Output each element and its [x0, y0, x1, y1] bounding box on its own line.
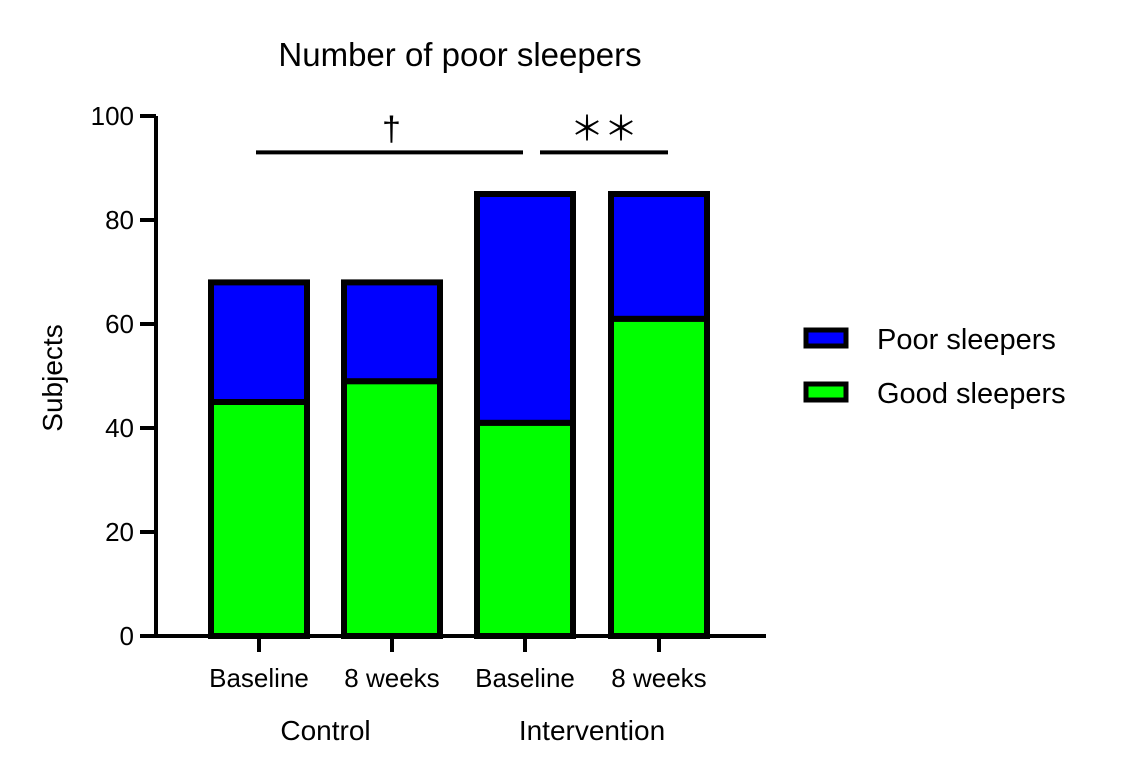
legend-label-1: Good sleepers	[877, 378, 1066, 410]
x-tick-label-1: 8 weeks	[344, 663, 439, 693]
legend: Poor sleepers Good sleepers	[803, 324, 1066, 410]
y-tick-label-5: 100	[91, 101, 134, 131]
bar-good-3	[608, 315, 710, 639]
y-tick-label-4: 80	[105, 205, 134, 235]
legend-swatch-1	[803, 381, 849, 403]
bar-good-1	[341, 378, 443, 640]
legend-label-0: Poor sleepers	[877, 324, 1056, 356]
legend-swatch-0	[803, 327, 849, 349]
y-axis-label: Subjects	[37, 324, 68, 431]
group-label-0: Control	[280, 715, 370, 746]
bars	[208, 191, 710, 640]
significance-label-0: †	[382, 110, 401, 148]
bar-good-2	[474, 419, 576, 639]
bar-good-0	[208, 399, 310, 639]
y-tick-label-0: 0	[120, 621, 134, 651]
bar-poor-1	[341, 279, 443, 385]
x-tick-label-2: Baseline	[475, 663, 575, 693]
x-tick-label-0: Baseline	[209, 663, 309, 693]
chart-title: Number of poor sleepers	[278, 36, 641, 73]
y-tick-label-3: 60	[105, 309, 134, 339]
significance-label-1: ＊＊	[570, 110, 638, 148]
y-tick-label-1: 20	[105, 517, 134, 547]
bar-poor-3	[608, 191, 710, 322]
significance-annotations: † ＊＊	[256, 110, 668, 155]
x-tick-label-3: 8 weeks	[611, 663, 706, 693]
y-tick-label-2: 40	[105, 413, 134, 443]
group-label-1: Intervention	[519, 715, 665, 746]
bar-poor-0	[208, 279, 310, 405]
bar-poor-2	[474, 191, 576, 426]
axes: 0 20 40 60 80 100 Baseline 8 weeks Baseline 8 wee…	[91, 101, 766, 746]
